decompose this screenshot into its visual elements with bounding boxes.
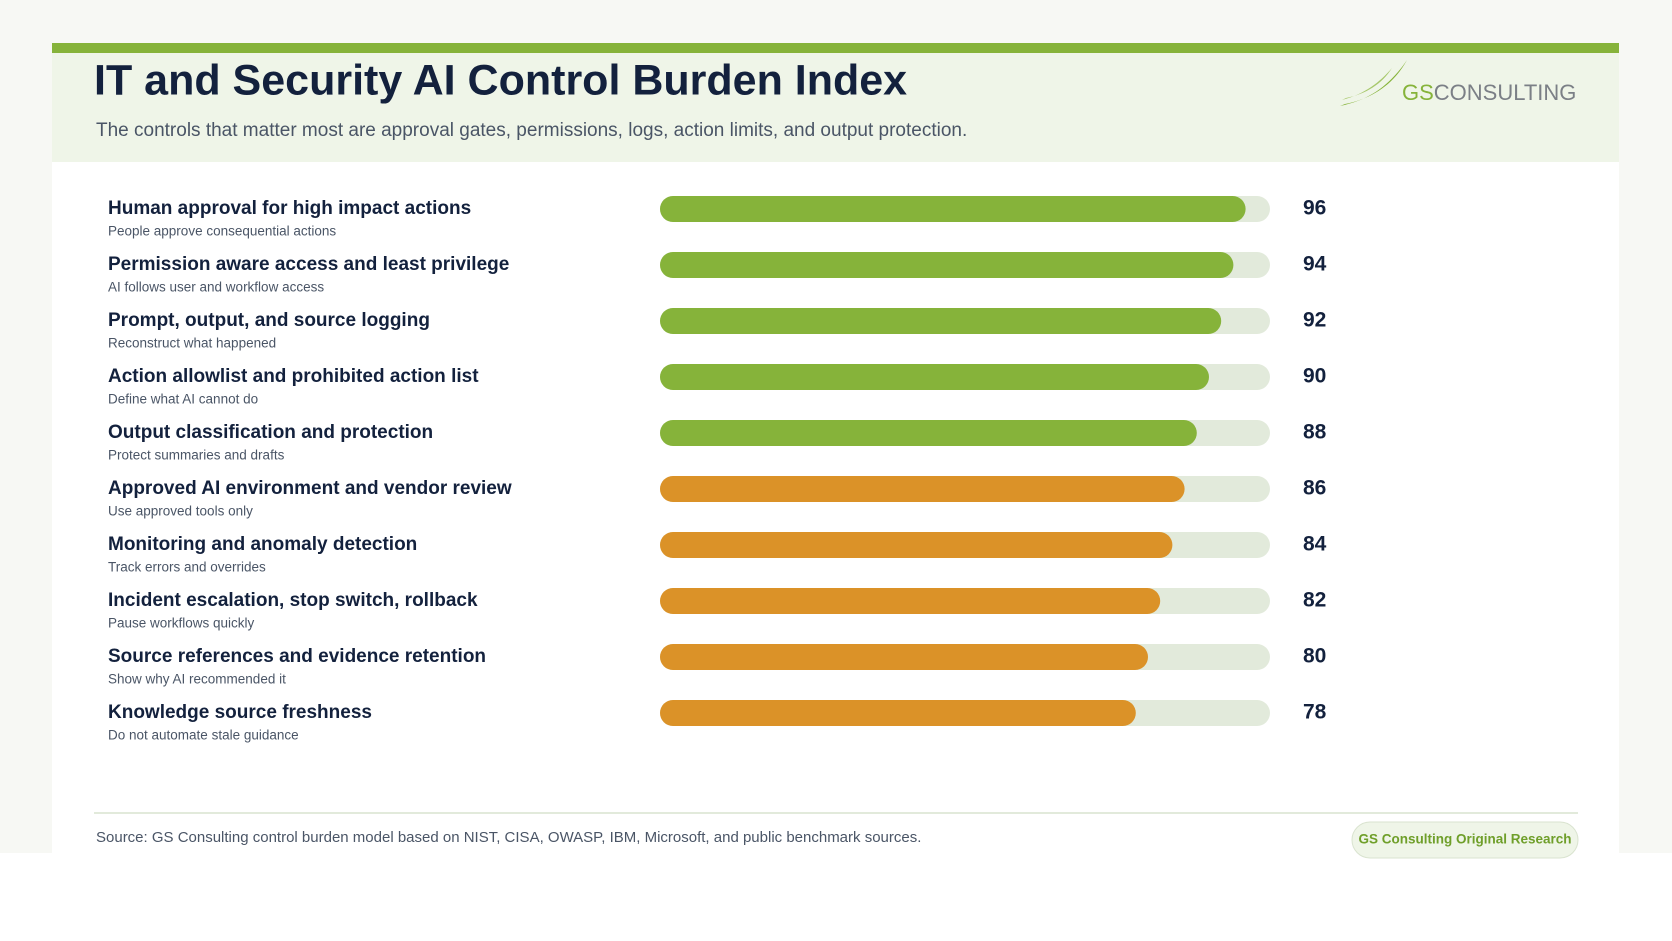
category-label: Monitoring and anomaly detection	[108, 534, 417, 555]
logo: GSCONSULTING	[1340, 60, 1576, 106]
value-label: 94	[1303, 253, 1327, 276]
category-description: People approve consequential actions	[108, 224, 336, 239]
category-description: AI follows user and workflow access	[108, 280, 324, 295]
value-label: 92	[1303, 309, 1326, 332]
category-label: Permission aware access and least privil…	[108, 254, 509, 275]
bar	[660, 532, 1173, 558]
category-description: Pause workflows quickly	[108, 616, 255, 631]
value-label: 78	[1303, 701, 1327, 724]
bar	[660, 196, 1246, 222]
category-description: Reconstruct what happened	[108, 336, 276, 351]
category-description: Define what AI cannot do	[108, 392, 258, 407]
bar	[660, 644, 1148, 670]
bar	[660, 420, 1197, 446]
top-stripe	[52, 43, 1619, 53]
category-description: Do not automate stale guidance	[108, 728, 299, 743]
value-label: 82	[1303, 589, 1326, 612]
category-label: Approved AI environment and vendor revie…	[108, 478, 512, 499]
category-description: Show why AI recommended it	[108, 672, 286, 687]
category-description: Protect summaries and drafts	[108, 448, 285, 463]
category-description: Track errors and overrides	[108, 560, 266, 575]
source-note: Source: GS Consulting control burden mod…	[96, 829, 921, 846]
category-label: Output classification and protection	[108, 422, 433, 443]
category-description: Use approved tools only	[108, 504, 253, 519]
value-label: 84	[1303, 533, 1327, 556]
bar	[660, 308, 1222, 334]
chart-subtitle: The controls that matter most are approv…	[96, 120, 967, 141]
logo-text: GSCONSULTING	[1402, 80, 1576, 105]
bar	[660, 252, 1234, 278]
badge-text: GS Consulting Original Research	[1358, 832, 1571, 847]
header-bg	[52, 43, 1619, 162]
bar	[660, 588, 1161, 614]
category-label: Source references and evidence retention	[108, 646, 486, 667]
bar	[660, 476, 1185, 502]
bar	[660, 700, 1136, 726]
category-label: Action allowlist and prohibited action l…	[108, 366, 479, 387]
logo-name: CONSULTING	[1434, 80, 1577, 105]
category-label: Knowledge source freshness	[108, 702, 372, 723]
badge	[1351, 821, 1579, 859]
value-label: 88	[1303, 421, 1327, 444]
category-label: Human approval for high impact actions	[108, 198, 471, 219]
logo-brand: GS	[1402, 80, 1434, 105]
value-label: 96	[1303, 197, 1326, 220]
value-label: 80	[1303, 645, 1326, 668]
chart-title: IT and Security AI Control Burden Index	[94, 56, 907, 104]
value-label: 90	[1303, 365, 1326, 388]
value-label: 86	[1303, 477, 1326, 500]
category-label: Incident escalation, stop switch, rollba…	[108, 590, 478, 611]
bar	[660, 364, 1209, 390]
category-label: Prompt, output, and source logging	[108, 310, 430, 331]
